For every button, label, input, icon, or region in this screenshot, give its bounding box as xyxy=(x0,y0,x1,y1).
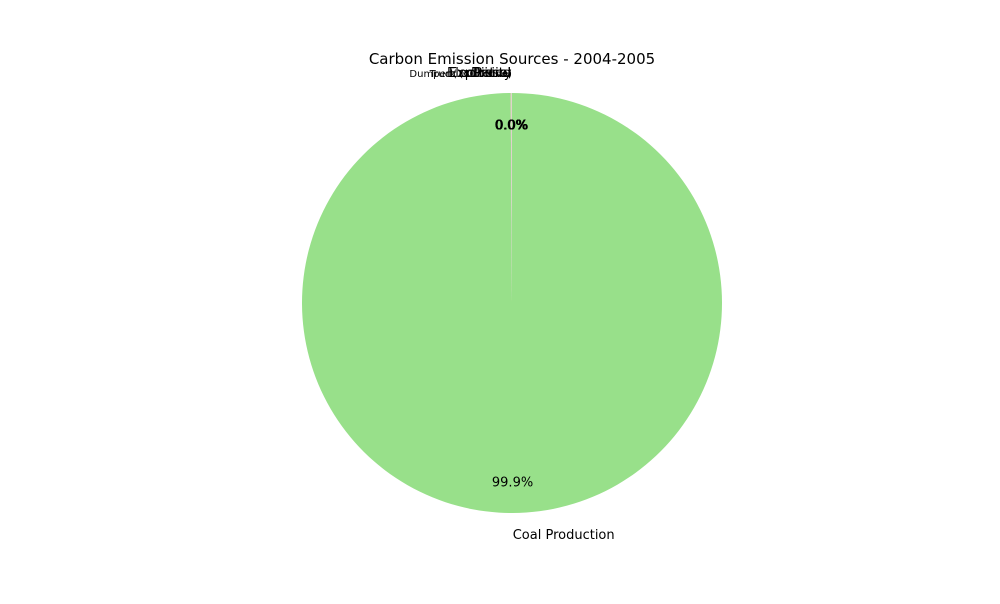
pie-percent-label-6: 0.0% xyxy=(495,119,528,134)
slices-layer xyxy=(302,93,722,513)
pie-category-label-0: Coal Production xyxy=(513,528,615,543)
chart-title: Carbon Emission Sources - 2004-2005 xyxy=(369,50,655,68)
pie-category-label-6: Dumper (120 tonne) xyxy=(409,69,512,80)
pie-percent-label-0: 99.9% xyxy=(492,475,533,490)
